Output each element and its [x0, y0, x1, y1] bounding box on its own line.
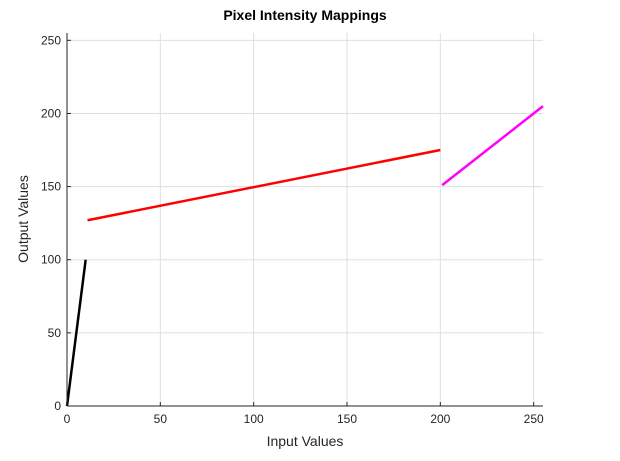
- x-tick-label: 100: [244, 412, 264, 426]
- series-line-1: [65, 259, 87, 407]
- x-tick-label: 150: [337, 412, 357, 426]
- y-tick-label: 250: [41, 33, 61, 47]
- x-tick-label: 50: [154, 412, 168, 426]
- y-axis-title: Output Values: [15, 175, 31, 263]
- x-axis-title: Input Values: [267, 433, 344, 449]
- plot-area: [67, 33, 543, 406]
- series-group: [65, 105, 544, 407]
- y-tick-label: 150: [41, 180, 61, 194]
- y-tick-label: 100: [41, 253, 61, 267]
- x-tick-label: 200: [430, 412, 450, 426]
- x-tick-label: 250: [524, 412, 544, 426]
- y-tick-label: 0: [54, 399, 61, 413]
- axes: [66, 33, 543, 407]
- series-line-2: [87, 148, 441, 222]
- grid: [67, 33, 543, 406]
- y-tick-label: 200: [41, 106, 61, 120]
- x-tick-label: 0: [64, 412, 71, 426]
- series-line-3: [441, 105, 544, 187]
- y-tick-label: 50: [48, 326, 62, 340]
- chart-title: Pixel Intensity Mappings: [223, 7, 387, 23]
- ticks: 0 50 100 150 200 250 0 50 100 150 200 250: [41, 33, 544, 426]
